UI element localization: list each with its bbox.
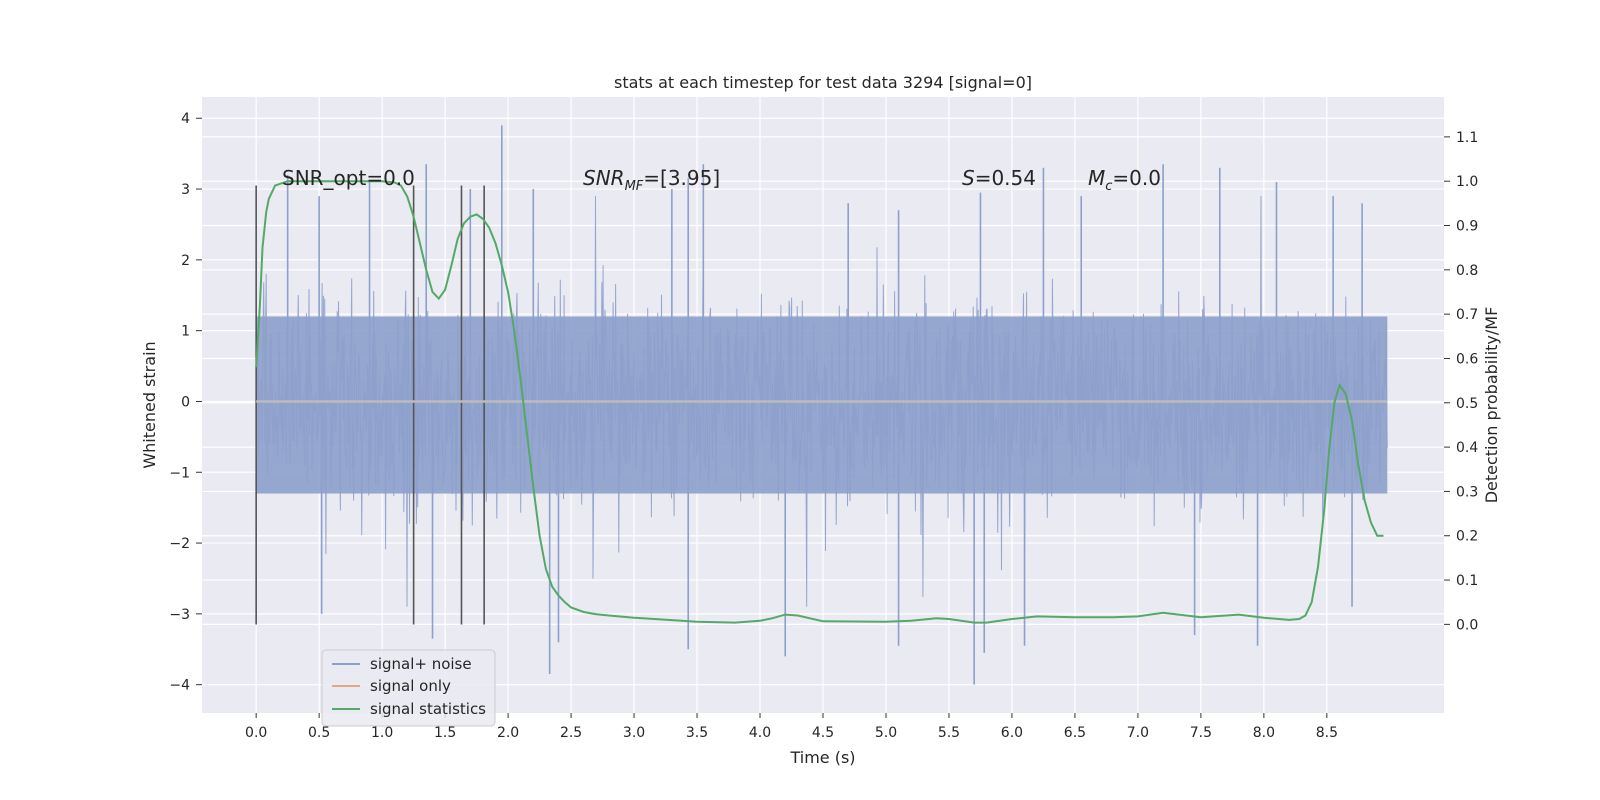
- x-axis-ticks: 0.0 0.5 1.0 1.5 2.0 2.5 3.0 3.5 4.0 4.5 5.0 5.5 6.0 6…: [245, 713, 1338, 741]
- mc-subscript: c: [1105, 179, 1112, 194]
- x-tick-label: 0.5: [308, 725, 330, 741]
- signal-statistics-series: [255, 180, 1384, 624]
- s-value: =0.54: [975, 166, 1036, 190]
- right-y-tick-label: 0.0: [1456, 617, 1478, 633]
- mc-annotation: Mc=0.0: [1088, 166, 1161, 194]
- y-tick-label: −4: [169, 678, 190, 694]
- snr-mf-prefix: SNR: [583, 166, 625, 190]
- mc-value: =0.0: [1112, 166, 1161, 190]
- right-y-tick-label: 0.9: [1456, 219, 1478, 235]
- y-tick-label: 4: [181, 111, 190, 127]
- right-y-tick-label: 0.5: [1456, 396, 1478, 412]
- right-y-tick-label: 0.3: [1456, 484, 1478, 500]
- x-tick-label: 1.0: [371, 725, 393, 741]
- s-symbol: S: [962, 166, 975, 190]
- x-tick-label: 8.5: [1316, 725, 1338, 741]
- snr-mf-value: =[3.95]: [643, 166, 720, 190]
- right-y-axis-label: Detection probability/MF: [1482, 307, 1501, 504]
- x-tick-label: 6.0: [1001, 725, 1023, 741]
- snr-opt-annotation: SNR_opt=0.0: [282, 166, 415, 190]
- signal-statistics-line: [255, 180, 1384, 624]
- x-tick-label: 3.0: [623, 725, 645, 741]
- s-annotation: S=0.54: [962, 166, 1036, 190]
- x-tick-label: 4.0: [749, 725, 771, 741]
- legend: signal+ noise signal only signal statist…: [321, 649, 496, 727]
- right-y-tick-label: 0.4: [1456, 440, 1478, 456]
- snr-mf-subscript: MF: [625, 179, 644, 194]
- x-tick-label: 4.5: [812, 725, 834, 741]
- right-y-tick-label: 0.8: [1456, 263, 1478, 279]
- mc-symbol: M: [1088, 166, 1105, 190]
- y-axis-label: Whitened strain: [140, 341, 159, 468]
- legend-label-signal: signal only: [370, 677, 451, 695]
- x-tick-label: 7.0: [1127, 725, 1149, 741]
- y-tick-label: 3: [181, 182, 190, 198]
- x-tick-label: 2.0: [497, 725, 519, 741]
- right-y-tick-label: 0.6: [1456, 351, 1478, 367]
- x-tick-label: 8.0: [1253, 725, 1275, 741]
- x-tick-label: 7.5: [1190, 725, 1212, 741]
- right-y-axis-ticks: 1.1 1.0 0.9 0.8 0.7 0.6 0.5 0.4 0.3 0.2 0.1 0.0: [1444, 130, 1478, 633]
- x-axis-label: Time (s): [789, 748, 855, 767]
- legend-label-stats: signal statistics: [370, 700, 486, 718]
- legend-box: [321, 649, 496, 727]
- noise-trace: [255, 196, 1388, 607]
- y-tick-label: −3: [169, 607, 190, 623]
- right-y-tick-label: 1.0: [1456, 174, 1478, 190]
- right-y-tick-label: 0.1: [1456, 573, 1478, 589]
- signal-noise-series: [255, 125, 1388, 685]
- vertical-markers: [255, 185, 485, 625]
- chart-title: stats at each timestep for test data 329…: [614, 73, 1032, 92]
- right-y-tick-label: 0.7: [1456, 307, 1478, 323]
- x-tick-label: 5.5: [938, 725, 960, 741]
- x-tick-label: 6.5: [1064, 725, 1086, 741]
- y-tick-label: 2: [181, 253, 190, 269]
- y-axis-ticks: 4 3 2 1 0 −1 −2 −3 −4: [169, 111, 202, 694]
- right-y-tick-label: 1.1: [1456, 130, 1478, 146]
- y-tick-label: 1: [181, 324, 190, 340]
- x-tick-label: 0.0: [245, 725, 267, 741]
- y-tick-label: 0: [181, 394, 190, 410]
- right-y-tick-label: 0.2: [1456, 529, 1478, 545]
- snr-mf-annotation: SNRMF=[3.95]: [583, 166, 720, 194]
- x-tick-label: 5.0: [875, 725, 897, 741]
- x-tick-label: 2.5: [560, 725, 582, 741]
- y-tick-label: −2: [169, 536, 190, 552]
- legend-label-noise: signal+ noise: [370, 655, 472, 673]
- y-tick-label: −1: [169, 465, 190, 481]
- x-tick-label: 3.5: [686, 725, 708, 741]
- x-tick-label: 1.5: [434, 725, 456, 741]
